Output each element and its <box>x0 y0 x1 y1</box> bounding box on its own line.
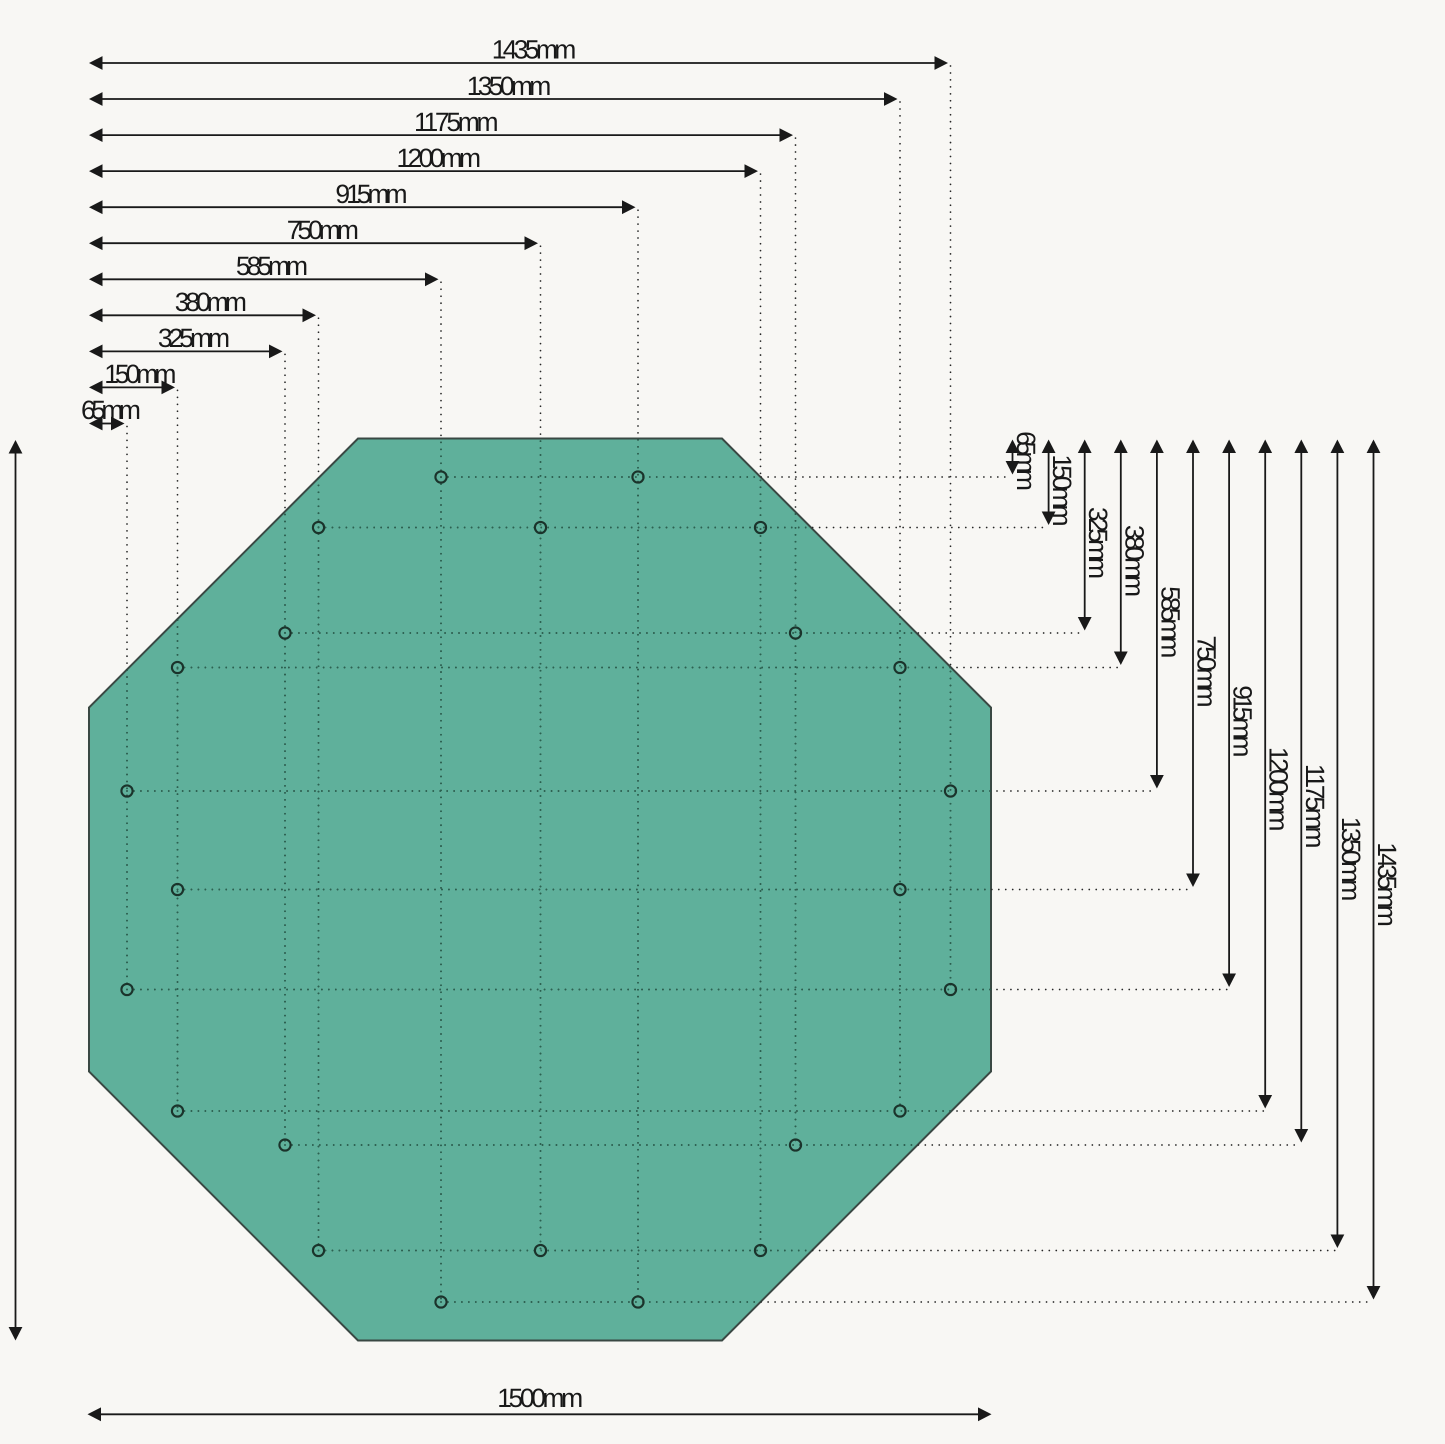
svg-text:750mm: 750mm <box>1192 635 1222 707</box>
svg-text:380mm: 380mm <box>175 287 247 317</box>
svg-text:915mm: 915mm <box>1228 685 1258 757</box>
svg-text:150mm: 150mm <box>104 359 176 389</box>
svg-text:750mm: 750mm <box>287 215 359 245</box>
svg-text:1200mm: 1200mm <box>1264 747 1294 832</box>
svg-text:1500mm: 1500mm <box>497 1383 583 1413</box>
svg-text:325mm: 325mm <box>1083 507 1113 579</box>
svg-text:65mm: 65mm <box>1011 431 1041 491</box>
svg-text:150mm: 150mm <box>1047 454 1077 526</box>
svg-text:1350mm: 1350mm <box>467 71 552 101</box>
svg-text:380mm: 380mm <box>1119 525 1149 597</box>
svg-text:1200mm: 1200mm <box>396 143 481 173</box>
svg-text:325mm: 325mm <box>158 323 230 353</box>
svg-text:65mm: 65mm <box>81 395 141 425</box>
svg-text:1435mm: 1435mm <box>1372 842 1402 927</box>
svg-text:1435mm: 1435mm <box>492 35 577 65</box>
svg-text:915mm: 915mm <box>335 179 407 209</box>
svg-text:1175mm: 1175mm <box>1300 764 1330 849</box>
svg-text:585mm: 585mm <box>236 251 308 281</box>
svg-text:1175mm: 1175mm <box>414 107 499 137</box>
svg-text:1350mm: 1350mm <box>1336 817 1366 902</box>
svg-text:585mm: 585mm <box>1155 586 1185 658</box>
